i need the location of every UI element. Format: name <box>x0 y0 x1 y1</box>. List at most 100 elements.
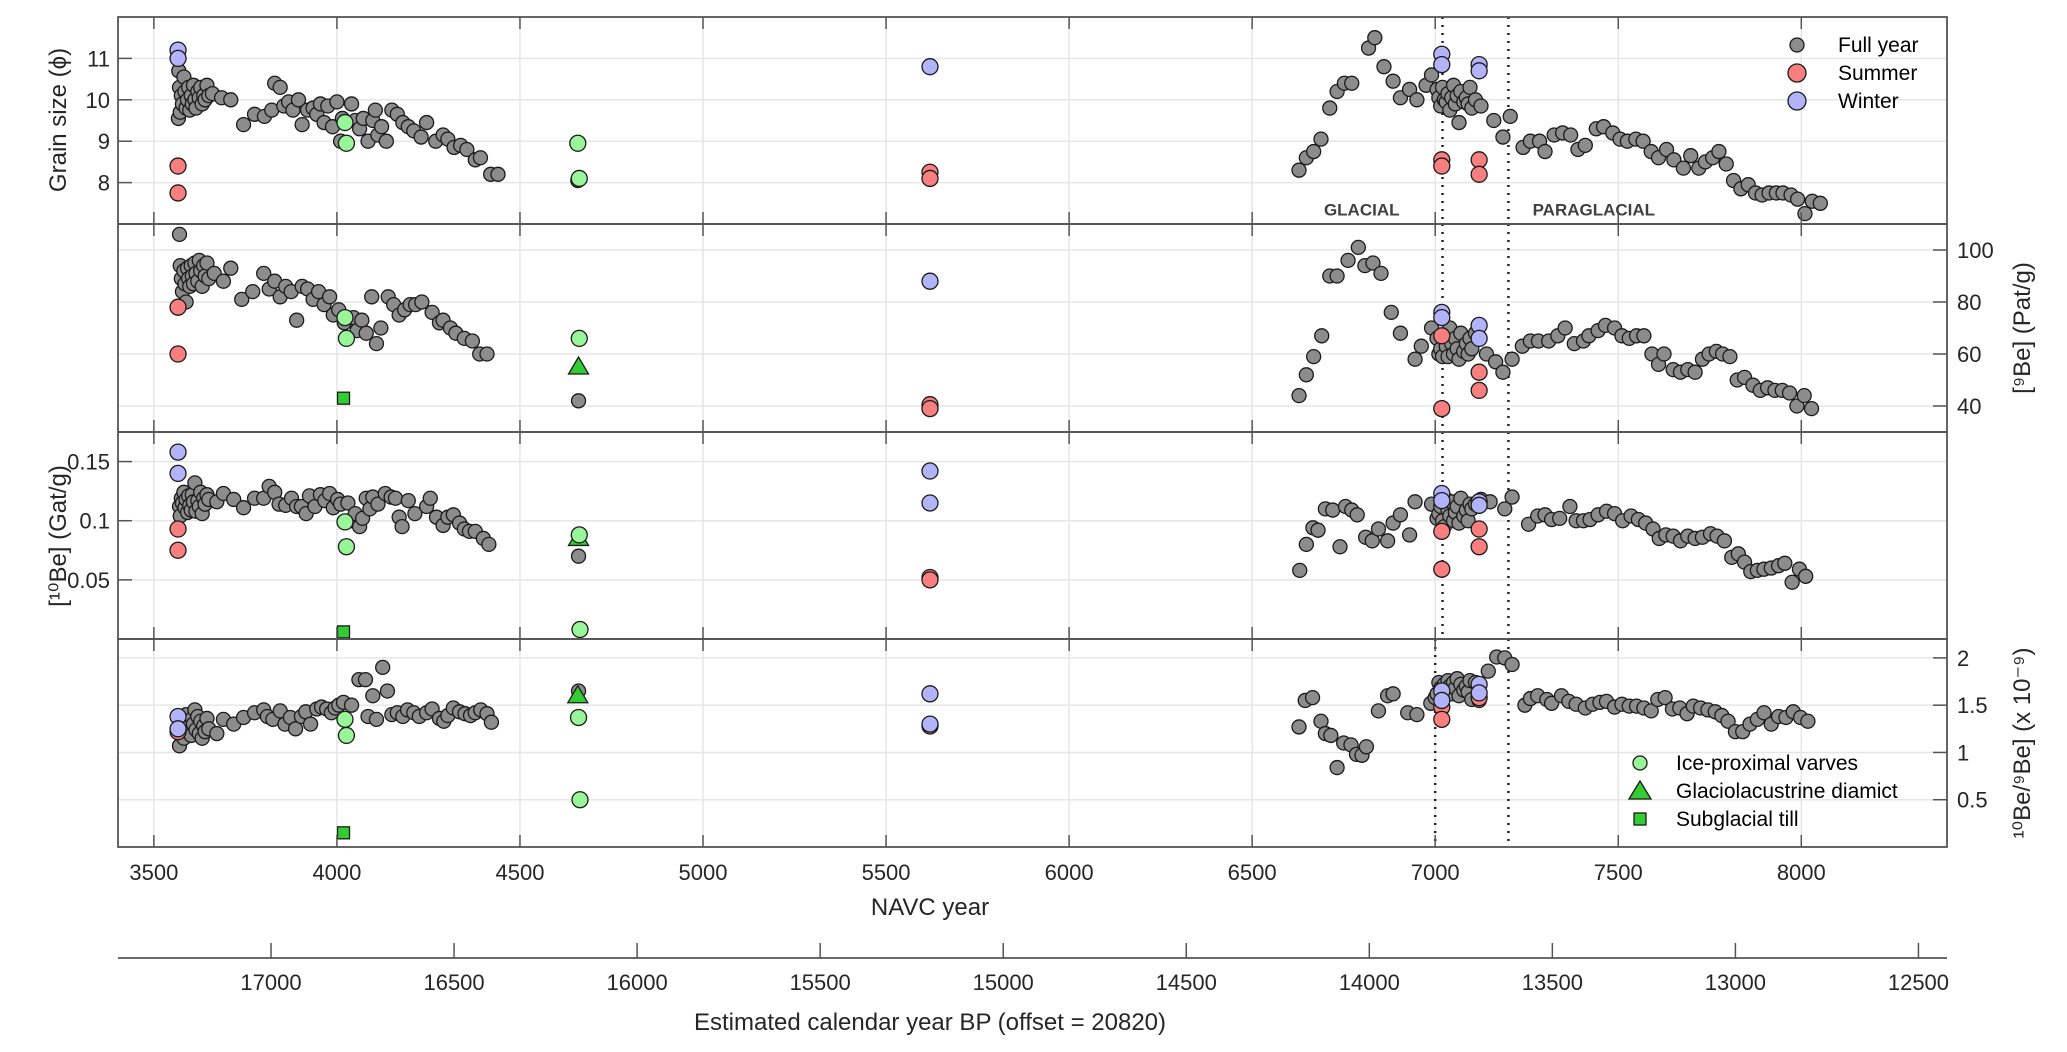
point-full-year <box>223 260 239 276</box>
point-full-year <box>1504 351 1520 367</box>
point-full-year <box>1722 348 1738 365</box>
point-full-year <box>1313 131 1329 147</box>
point-full-year <box>357 672 374 688</box>
point-full-year <box>422 490 438 506</box>
point-winter <box>921 272 939 290</box>
point-varves <box>570 329 588 348</box>
point-full-year <box>481 536 497 553</box>
point-full-year <box>1562 498 1578 515</box>
secondary-x-tick-label: 14500 <box>1156 970 1217 995</box>
point-varves <box>337 134 356 152</box>
point-full-year <box>1314 328 1330 344</box>
point-full-year <box>378 133 394 149</box>
point-full-year <box>256 265 272 282</box>
point-full-year <box>1495 364 1511 380</box>
point-full-year <box>272 79 288 96</box>
grid-layer <box>118 17 1947 847</box>
point-varves <box>571 791 589 809</box>
point-full-year <box>1718 156 1734 172</box>
point-full-year <box>1487 354 1504 370</box>
point-full-year <box>199 255 215 271</box>
point-summer <box>921 571 939 589</box>
point-full-year <box>1383 304 1399 321</box>
x-tick-label: 6500 <box>1228 860 1277 885</box>
point-full-year <box>223 92 239 108</box>
point-full-year <box>1800 713 1816 729</box>
y-tick-label: 10 <box>86 88 110 113</box>
point-summer <box>1470 381 1488 400</box>
point-full-year <box>368 335 385 352</box>
point-full-year <box>1687 364 1703 380</box>
point-winter <box>1470 496 1488 514</box>
point-summer <box>169 345 187 363</box>
point-full-year <box>368 711 385 728</box>
point-winter <box>1433 55 1451 74</box>
point-full-year <box>1291 719 1307 735</box>
point-full-year <box>1385 686 1401 702</box>
point-full-year <box>375 659 391 676</box>
point-winter <box>921 462 939 480</box>
y-tick-label: 1 <box>1957 740 1969 765</box>
point-full-year <box>1349 507 1365 523</box>
point-full-year <box>287 721 304 737</box>
legend-facies: Ice-proximal varves Glaciolacustrine dia… <box>1627 752 1898 831</box>
point-full-year <box>570 393 587 409</box>
point-full-year <box>483 714 500 730</box>
point-full-year <box>1537 143 1553 160</box>
point-full-year <box>343 96 360 112</box>
point-full-year <box>1683 148 1699 164</box>
y-tick-label: 0.1 <box>79 509 110 534</box>
point-full-year <box>1643 703 1659 719</box>
point-varves <box>336 113 354 132</box>
point-full-year <box>414 294 430 310</box>
point-summer <box>1433 560 1451 578</box>
point-full-year <box>570 548 587 564</box>
point-winter <box>921 58 939 76</box>
point-full-year <box>1797 205 1813 222</box>
point-full-year <box>1577 137 1593 153</box>
point-varves <box>337 329 356 348</box>
point-winter <box>1470 329 1488 348</box>
point-winter <box>169 443 187 461</box>
point-varves <box>571 620 589 639</box>
point-full-year <box>373 320 389 336</box>
y-tick-label: 60 <box>1957 342 1981 367</box>
point-full-year <box>343 697 360 713</box>
point-full-year <box>1322 100 1338 116</box>
point-full-year <box>1385 73 1401 89</box>
point-full-year <box>1325 502 1341 518</box>
x-tick-label: 4000 <box>312 860 361 885</box>
point-full-year <box>1329 268 1345 284</box>
y-axis-title-be10: [¹⁰Be] (Gat/g) <box>45 465 72 607</box>
x-tick-label: 7500 <box>1594 860 1643 885</box>
point-full-year <box>1666 152 1682 168</box>
annotation-paraglacial: PARAGLACIAL <box>1533 201 1655 220</box>
point-diamict <box>566 684 589 704</box>
point-winter <box>1470 684 1488 702</box>
x-tick-label: 8000 <box>1777 860 1826 885</box>
point-till <box>336 625 351 639</box>
point-full-year <box>1392 507 1409 523</box>
secondary-x-axis-title: Estimated calendar year BP (offset = 208… <box>694 1009 1166 1036</box>
y-tick-label: 0.05 <box>67 568 110 593</box>
point-full-year <box>1292 562 1308 579</box>
legend-marker-varves <box>1632 755 1648 771</box>
point-full-year <box>1635 133 1651 149</box>
point-full-year <box>373 119 390 135</box>
y-tick-label: 40 <box>1957 394 1981 419</box>
y-tick-label: 9 <box>98 129 110 154</box>
secondary-x-tick-label: 15500 <box>790 970 851 995</box>
point-full-year <box>1370 703 1387 719</box>
point-full-year <box>209 725 225 742</box>
point-full-year <box>424 304 440 321</box>
frame-layer <box>117 16 1948 848</box>
point-full-year <box>1298 367 1314 383</box>
point-full-year <box>1656 346 1672 362</box>
point-full-year <box>1798 568 1814 584</box>
legend-label-full-year: Full year <box>1838 34 1919 57</box>
point-full-year <box>1657 689 1673 706</box>
point-full-year <box>1364 533 1380 549</box>
x-tick-label: 3500 <box>129 860 178 885</box>
y-axis-title-grain-size: Grain size (ϕ) <box>45 48 72 192</box>
